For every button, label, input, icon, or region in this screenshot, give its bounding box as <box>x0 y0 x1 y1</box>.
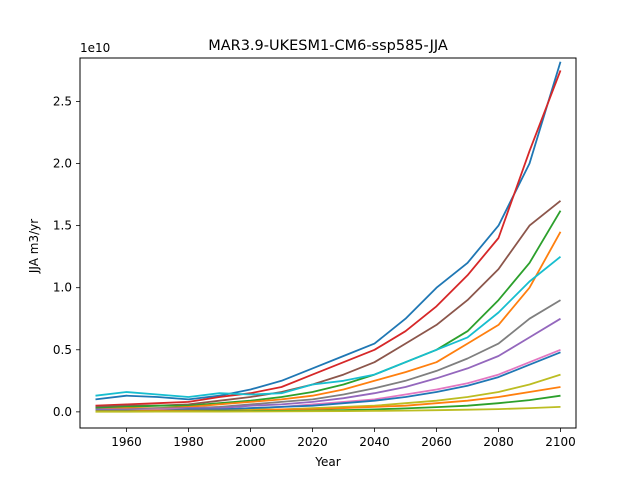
series-layer <box>95 61 562 413</box>
x-axis-ticks: 1960 1980 2000 2020 2040 2060 2080 2100 <box>111 428 576 449</box>
y-axis-ticks: 0.0 0.5 1.0 1.5 2.0 2.5 <box>53 94 80 419</box>
x-tick-label-1980: 1980 <box>173 435 204 449</box>
y-tick-label-0.5: 0.5 <box>53 343 72 357</box>
y-tick-label-0.0: 0.0 <box>53 405 72 419</box>
x-tick-label-2020: 2020 <box>297 435 328 449</box>
series-line-1 <box>95 61 562 401</box>
series-line-6 <box>95 255 562 398</box>
x-tick-label-2100: 2100 <box>545 435 576 449</box>
chart-title: MAR3.9-UKESM1-CM6-ssp585-JJA <box>208 38 448 54</box>
series-line-4 <box>95 210 562 409</box>
x-tick-label-2060: 2060 <box>421 435 452 449</box>
series-line-2 <box>95 70 562 407</box>
series-line-14 <box>95 406 561 413</box>
plot-frame <box>79 57 577 429</box>
y-axis-label: JJA m3/yr <box>27 219 41 274</box>
y-tick-label-2.0: 2.0 <box>53 157 72 171</box>
x-tick-label-1960: 1960 <box>111 435 142 449</box>
y-tick-label-2.5: 2.5 <box>53 94 72 108</box>
x-axis-label: Year <box>314 455 340 469</box>
x-tick-label-2080: 2080 <box>483 435 514 449</box>
x-tick-label-2040: 2040 <box>359 435 390 449</box>
y-tick-label-1.5: 1.5 <box>53 219 72 233</box>
y-tick-label-1.0: 1.0 <box>53 281 72 295</box>
x-tick-label-2000: 2000 <box>235 435 266 449</box>
y-offset-label: 1e10 <box>80 41 110 55</box>
